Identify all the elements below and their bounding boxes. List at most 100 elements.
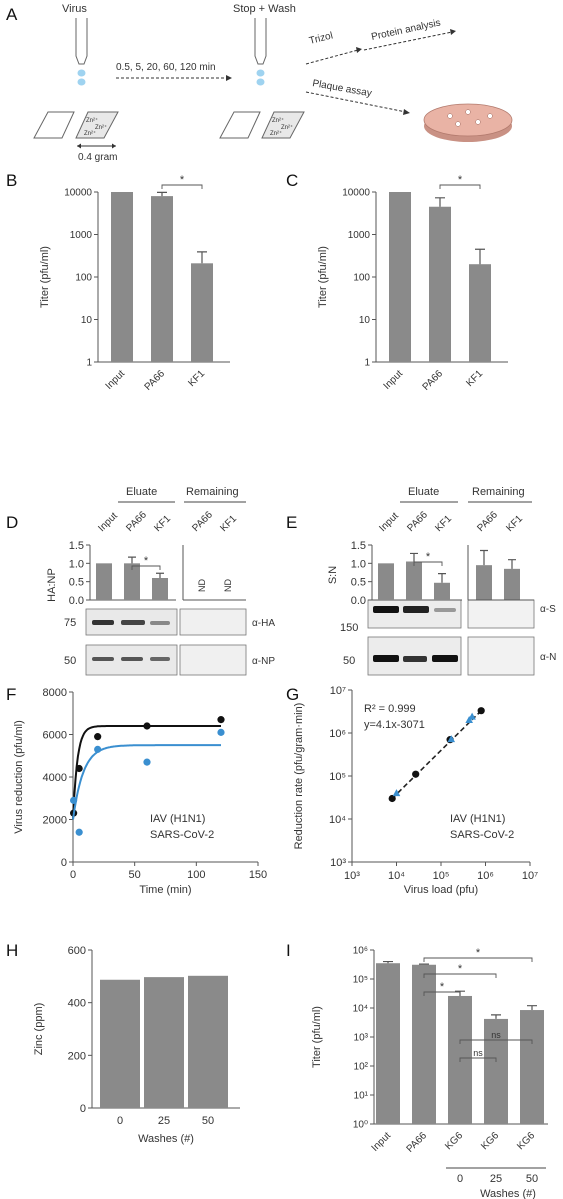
pipette-icon — [75, 18, 88, 65]
y-tick-label: 8000 — [43, 687, 67, 699]
x-tick-label: 150 — [249, 869, 267, 881]
x-tick-label: 25 — [158, 1115, 170, 1127]
x-tick-label: 10⁷ — [522, 870, 538, 882]
y-tick-label: 1.0 — [69, 558, 84, 570]
error-bar — [527, 1005, 537, 1011]
data-point — [477, 707, 485, 715]
panel-label-b: B — [6, 171, 17, 190]
data-point — [75, 828, 83, 836]
legend-entry: SARS-CoV-2 — [450, 829, 514, 841]
x-tick-label: 10⁵ — [433, 870, 450, 882]
y-tick-label: 0.0 — [351, 595, 366, 607]
y-tick-label: 10⁴ — [353, 1004, 368, 1015]
x-tick-label: KF1 — [186, 368, 207, 389]
weight-label: 0.4 gram — [78, 152, 117, 163]
significance-label: * — [180, 174, 185, 186]
y-axis-label: Zinc (ppm) — [33, 1003, 45, 1056]
x-tick-label: 10⁶ — [477, 870, 494, 882]
bar-pa66 — [151, 196, 173, 362]
legend-entry: SARS-CoV-2 — [150, 829, 214, 841]
blot-band — [92, 657, 114, 661]
fabric-square-icon — [219, 111, 261, 139]
significance-label: ns — [491, 1030, 501, 1040]
chart-c: C 1 10 100 1000 10000 Titer (pfu/ml) Input PA66 K… — [286, 171, 508, 393]
significance-bracket — [423, 991, 461, 996]
error-bar — [197, 251, 207, 264]
significance-bracket — [459, 1039, 533, 1044]
blot-band — [150, 657, 170, 661]
virus-label: Virus — [62, 3, 87, 15]
plaque-icon — [475, 119, 481, 125]
group-label-remaining: Remaining — [472, 486, 525, 498]
y-tick-label: 4000 — [43, 772, 67, 784]
blot-n-remaining — [467, 636, 535, 676]
lane-label: KF1 — [504, 513, 525, 534]
data-point — [143, 722, 151, 730]
significance-label: ns — [473, 1048, 483, 1058]
regression-line — [391, 709, 483, 800]
wash-count-label: 50 — [526, 1173, 538, 1185]
legend-entry: IAV (H1N1) — [150, 813, 205, 825]
blot-band — [150, 621, 170, 625]
chart-b: B 1 10 100 1000 10000 Titer (pfu/ml) Input PA66 K… — [6, 171, 230, 393]
wash-count-label: 25 — [490, 1173, 502, 1185]
x-tick-label: KG6 — [443, 1130, 465, 1152]
y-axis-label: Virus reduction (pfu/ml) — [13, 720, 25, 834]
significance-bracket — [459, 1057, 497, 1062]
lane-label: KF1 — [218, 513, 239, 534]
data-point — [388, 794, 396, 803]
arrowhead-icon — [450, 29, 456, 35]
y-tick-label: 10⁶ — [329, 728, 346, 740]
lane-label: Input — [377, 510, 401, 534]
size-marker: 75 — [64, 617, 76, 629]
zinc-fabric-square-icon — [261, 111, 305, 139]
lane-label: PA66 — [124, 509, 149, 534]
blot-band — [121, 620, 145, 625]
dashed-arrow — [305, 91, 407, 113]
x-tick-label: 0 — [70, 869, 76, 881]
blot-s-remaining — [467, 599, 535, 629]
plaque-icon — [487, 113, 493, 119]
zn-label: Zn²⁺ — [270, 130, 282, 137]
panel-label-a: A — [6, 5, 18, 24]
bar-kg6 — [520, 1010, 544, 1124]
significance-bracket — [439, 184, 481, 189]
y-tick-label: 10 — [359, 315, 371, 326]
arrowhead-icon — [226, 75, 232, 81]
size-marker: 50 — [343, 655, 355, 667]
blot-band — [403, 656, 427, 662]
y-tick-label: 1.0 — [351, 558, 366, 570]
data-point — [94, 733, 102, 741]
antibody-label: α-S — [540, 604, 556, 615]
chart-e: 0.0 0.5 1.0 1.5 * — [351, 540, 534, 607]
y-tick-label: 10³ — [354, 1033, 369, 1044]
significance-bracket — [161, 184, 203, 189]
panel-label-i: I — [286, 941, 291, 960]
nd-label: ND — [223, 579, 233, 592]
antibody-label: α-NP — [252, 656, 275, 667]
data-point — [70, 796, 78, 804]
blot-band — [373, 655, 399, 662]
error-bar — [438, 573, 446, 583]
wash-count-label: 0 — [457, 1173, 463, 1185]
y-tick-label: 400 — [68, 998, 86, 1010]
lane-label: KF1 — [152, 513, 173, 534]
fit-curve — [72, 725, 221, 820]
y-tick-label: 0 — [80, 1103, 86, 1115]
blot-band — [403, 606, 429, 613]
zn-label: Zn²⁺ — [272, 117, 284, 124]
y-tick-label: 1.5 — [351, 540, 366, 552]
zn-label: Zn²⁺ — [86, 117, 98, 124]
significance-bracket — [423, 973, 497, 978]
group-label-eluate: Eluate — [408, 486, 439, 498]
pipette-icon — [254, 18, 267, 65]
significance-label: * — [440, 981, 445, 993]
error-bar — [435, 197, 445, 207]
x-tick-label: 50 — [202, 1115, 214, 1127]
data-point — [392, 789, 401, 797]
panel-label-e: E — [286, 513, 297, 532]
data-point — [217, 728, 225, 736]
y-tick-label: 6000 — [43, 730, 67, 742]
size-marker: 50 — [64, 655, 76, 667]
